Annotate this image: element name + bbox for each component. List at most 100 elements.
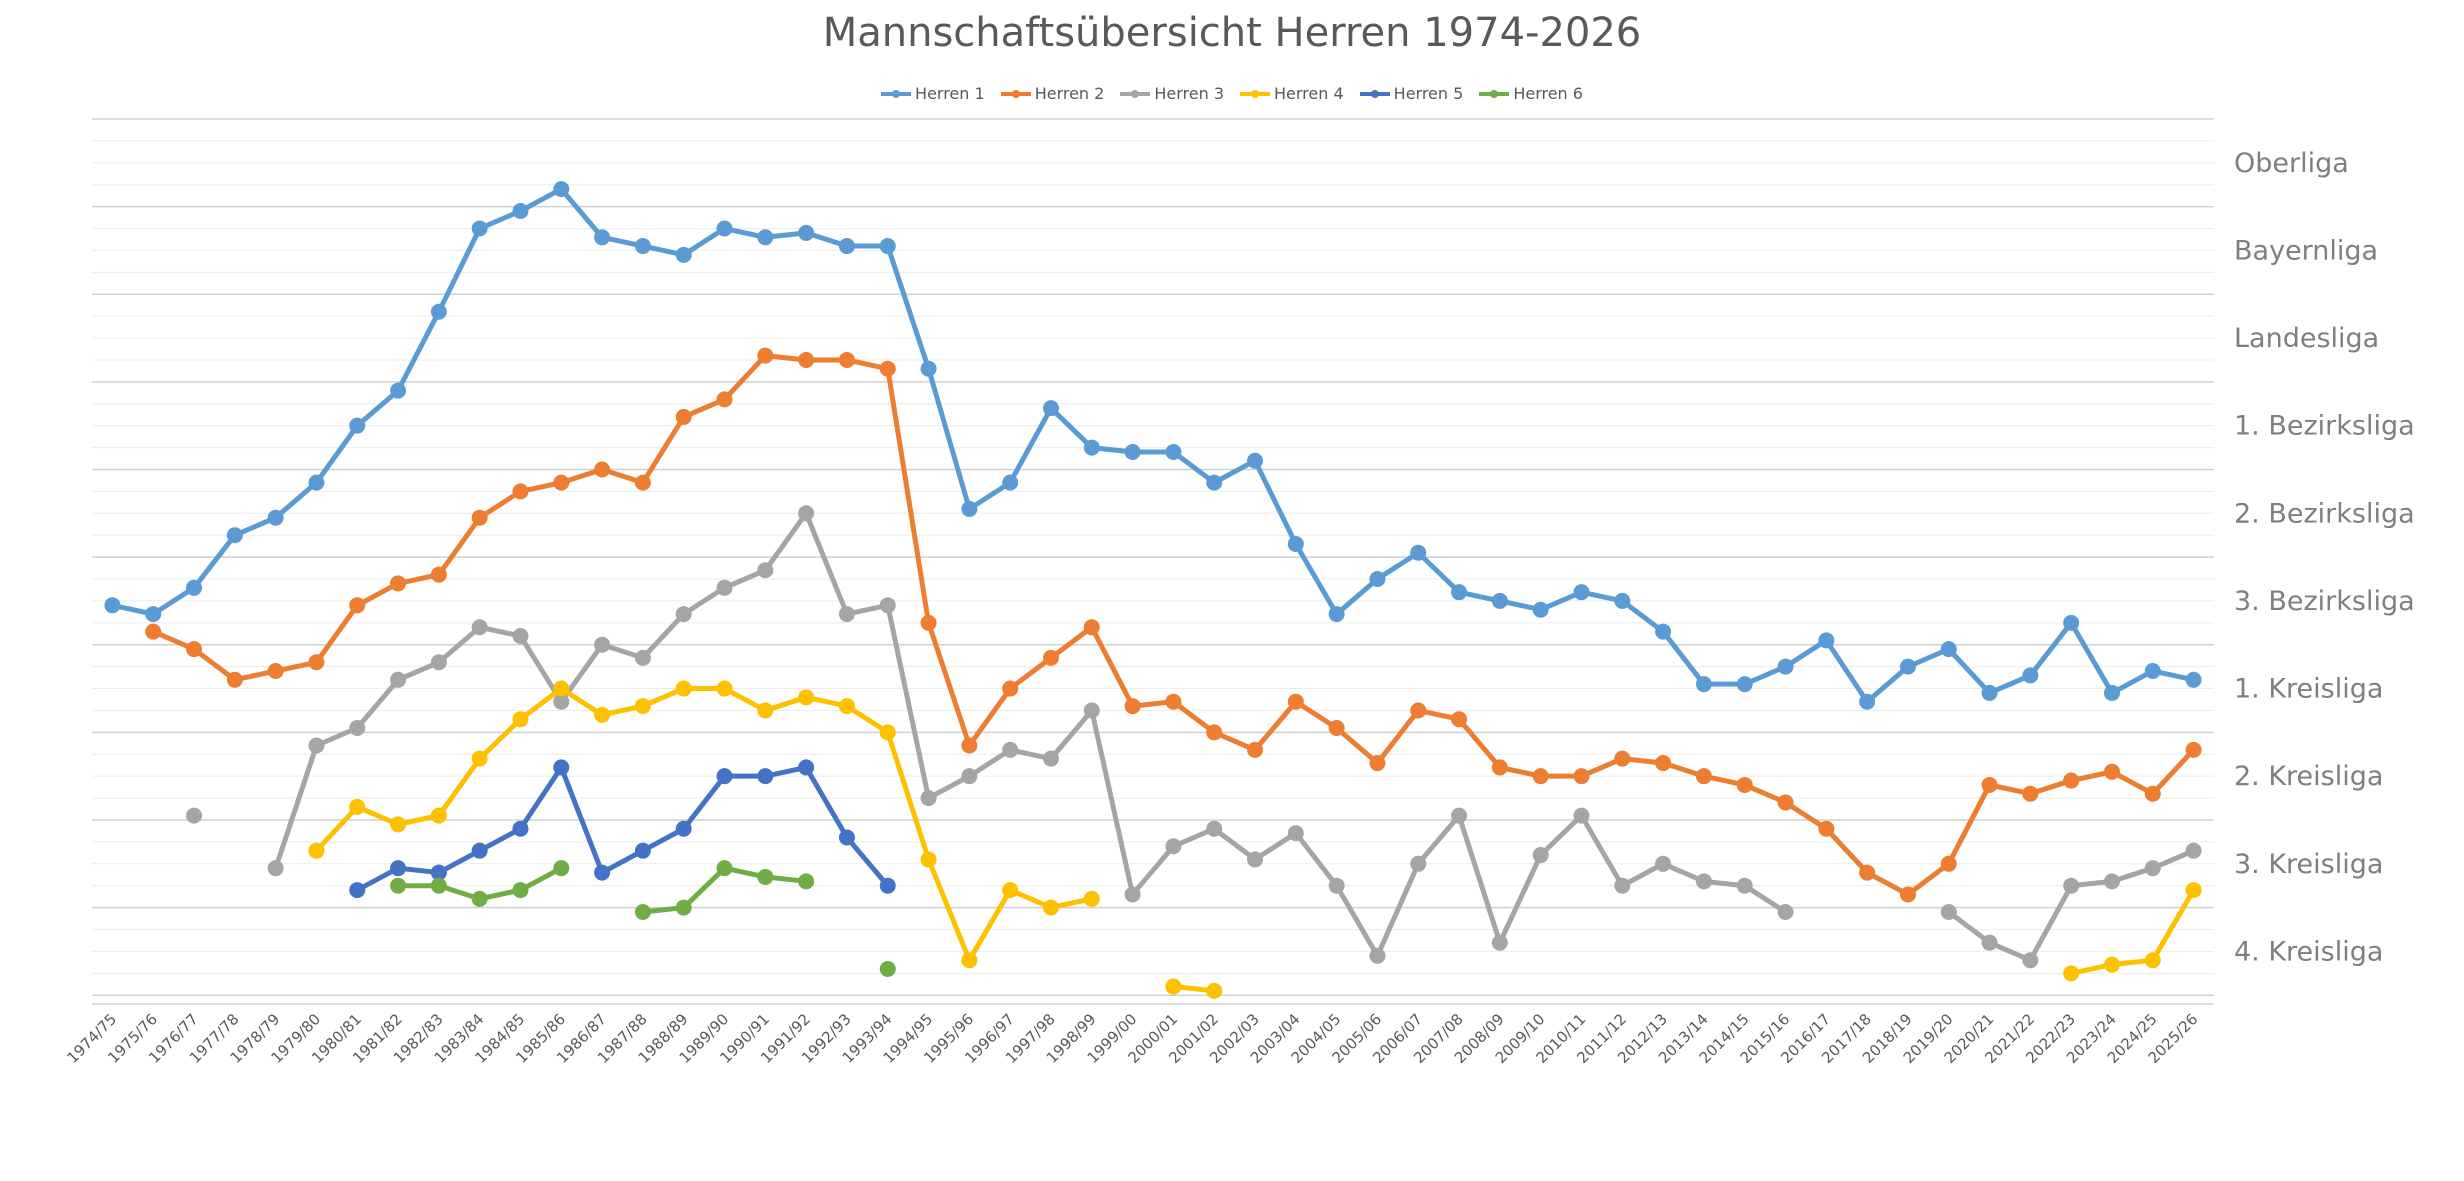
data-point (716, 860, 733, 877)
data-point (1981, 776, 1998, 793)
data-point (471, 750, 488, 767)
data-point (186, 579, 203, 596)
data-point (390, 575, 407, 592)
legend-swatch (1240, 89, 1270, 98)
data-point (186, 807, 203, 824)
data-point (2063, 614, 2080, 631)
data-point (798, 224, 815, 241)
data-point (1451, 584, 1468, 601)
data-point (634, 238, 651, 255)
data-point (1247, 741, 1264, 758)
data-point (2022, 952, 2039, 969)
y-tick-label: Oberliga (2234, 148, 2349, 179)
data-point (471, 842, 488, 859)
data-point (308, 737, 325, 754)
data-point (553, 474, 570, 491)
data-point (1287, 825, 1304, 842)
y-tick-label: 1. Kreisliga (2234, 674, 2383, 705)
data-point (1777, 794, 1794, 811)
data-point (2103, 763, 2120, 780)
data-point (471, 619, 488, 636)
data-point (390, 860, 407, 877)
data-point (2103, 956, 2120, 973)
data-point (390, 671, 407, 688)
series-5 (349, 759, 896, 899)
data-point (920, 851, 937, 868)
data-point (1287, 535, 1304, 552)
data-point (512, 203, 529, 220)
data-point (2022, 667, 2039, 684)
legend-item: Herren 4 (1240, 84, 1344, 103)
data-point (1899, 658, 1916, 675)
data-point (1124, 886, 1141, 903)
data-point (1410, 544, 1427, 561)
data-point (594, 229, 611, 246)
data-point (471, 509, 488, 526)
data-point (2144, 785, 2161, 802)
data-point (1165, 693, 1182, 710)
data-point (920, 614, 937, 631)
data-point (1614, 877, 1631, 894)
y-axis-labels: Oberliga Bayernliga Landesliga 1. Bezirksli… (2234, 148, 2415, 968)
data-point (1981, 684, 1998, 701)
y-tick-label: 3. Kreisliga (2234, 849, 2383, 880)
data-point (512, 820, 529, 837)
data-point (798, 759, 815, 776)
data-point (675, 246, 692, 263)
data-point (430, 877, 447, 894)
data-point (675, 899, 692, 916)
data-point (1042, 750, 1059, 767)
legend-item: Herren 2 (1000, 84, 1104, 103)
data-point (1328, 877, 1345, 894)
data-point (308, 474, 325, 491)
data-point (430, 303, 447, 320)
y-tick-label: 4. Kreisliga (2234, 936, 2383, 967)
data-point (1328, 606, 1345, 623)
data-point (1002, 741, 1019, 758)
gridlines (92, 118, 2214, 996)
data-point (1369, 571, 1386, 588)
data-point (757, 768, 774, 785)
data-point (838, 351, 855, 368)
data-point (634, 842, 651, 859)
legend-item: Herren 1 (881, 84, 985, 103)
data-point (1451, 807, 1468, 824)
data-point (961, 952, 978, 969)
data-point (2144, 952, 2161, 969)
data-point (349, 417, 366, 434)
series-line (109, 186, 2197, 705)
data-point (838, 238, 855, 255)
data-point (2185, 671, 2202, 688)
data-point (879, 360, 896, 377)
data-point (1532, 601, 1549, 618)
data-point (879, 960, 896, 977)
data-point (879, 724, 896, 741)
data-point (1491, 759, 1508, 776)
y-tick-label: 2. Bezirksliga (2234, 498, 2415, 529)
data-point (1614, 592, 1631, 609)
data-point (961, 768, 978, 785)
data-point (2022, 785, 2039, 802)
data-point (1042, 649, 1059, 666)
data-point (267, 860, 284, 877)
data-point (716, 680, 733, 697)
data-point (553, 693, 570, 710)
data-point (961, 500, 978, 517)
data-point (1369, 947, 1386, 964)
data-point (1083, 702, 1100, 719)
data-point (1124, 698, 1141, 715)
y-tick-label: Bayernliga (2234, 235, 2378, 266)
data-point (1328, 719, 1345, 736)
data-point (349, 798, 366, 815)
data-point (1695, 768, 1712, 785)
data-point (757, 347, 774, 364)
data-point (879, 238, 896, 255)
data-point (553, 181, 570, 198)
data-point (2185, 741, 2202, 758)
series-6 (390, 860, 896, 977)
data-point (716, 220, 733, 237)
data-point (1532, 847, 1549, 864)
data-point (757, 229, 774, 246)
y-tick-label: 1. Bezirksliga (2234, 411, 2415, 442)
data-point (267, 663, 284, 680)
